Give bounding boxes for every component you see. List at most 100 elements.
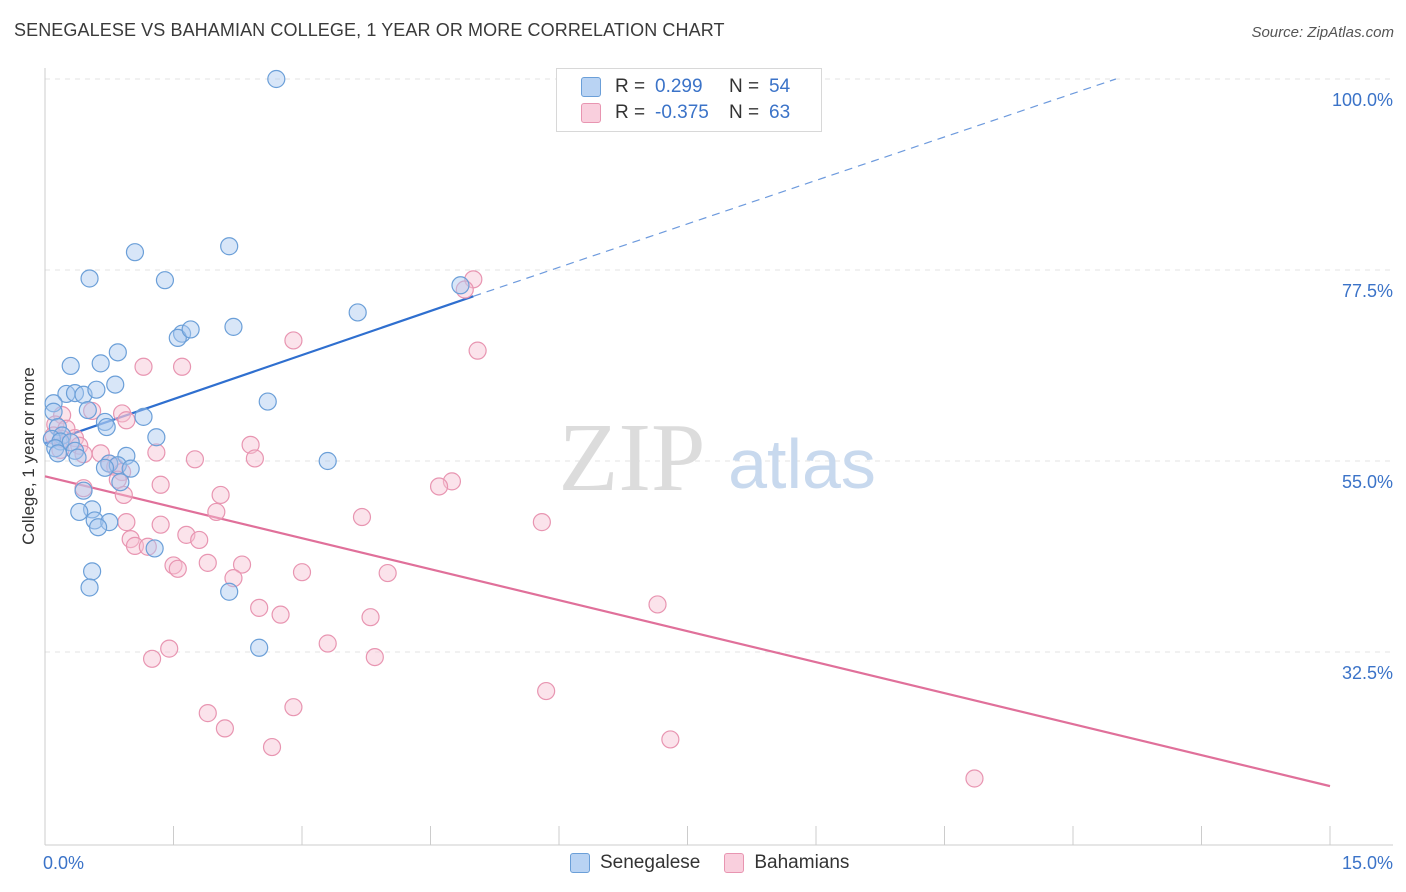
legend-row-senegalese: R = 0.299 N = 54 [581, 74, 790, 100]
bahamian-point [160, 639, 179, 658]
bahamian-swatch [581, 103, 601, 123]
senegalese-point [100, 513, 119, 532]
bahamian-point [198, 704, 217, 723]
senegalese-point [68, 448, 87, 467]
bahamian-swatch [724, 853, 745, 873]
y-tick-label: 77.5% [1342, 281, 1393, 301]
senegalese-point [70, 502, 89, 522]
bahamian-point [378, 563, 397, 583]
bahamian-point [134, 357, 153, 376]
legend-row-bahamians: R = -0.375 N = 63 [581, 100, 790, 126]
bottom-legend: Senegalese Bahamians [570, 852, 873, 874]
senegalese-point [145, 539, 164, 558]
watermark-zip: ZIP [559, 404, 706, 512]
bahamian-point [125, 536, 145, 555]
bahamian-point [168, 559, 187, 578]
bottom-legend-bahamians: Bahamians [724, 852, 849, 874]
bahamian-point [318, 634, 337, 653]
senegalese-point [121, 459, 140, 478]
bahamian-point [198, 553, 217, 572]
senegalese-point [74, 481, 93, 500]
legend-n-label: N = [729, 102, 760, 123]
senegalese-point [155, 271, 175, 290]
bottom-legend-label: Senegalese [600, 852, 701, 873]
bahamian-point [211, 485, 230, 505]
senegalese-point [91, 354, 110, 373]
y-tick-label: 100.0% [1332, 90, 1393, 110]
senegalese-point [83, 562, 102, 581]
senegalese-point [220, 237, 239, 256]
bahamian-point [532, 513, 551, 532]
bahamian-trend-line [44, 475, 1331, 788]
bahamian-point [292, 563, 312, 582]
senegalese-point [80, 578, 99, 597]
senegalese-point [318, 451, 337, 471]
senegalese-point [451, 276, 470, 295]
bahamian-point [661, 730, 680, 749]
senegalese-point [111, 473, 130, 492]
bahamian-point [142, 649, 162, 668]
bahamian-point [117, 411, 136, 430]
chart-title: SENEGALESE VS BAHAMIAN COLLEGE, 1 YEAR O… [14, 20, 725, 40]
bahamian-point [361, 608, 380, 627]
senegalese-swatch [581, 77, 601, 97]
senegalese-point [61, 356, 80, 376]
senegalese-point [106, 375, 125, 394]
bahamian-point [648, 595, 667, 614]
senegalese-point [61, 433, 80, 452]
senegalese-point [80, 269, 99, 288]
legend-r-label: R = [615, 102, 646, 123]
bahamian-point [250, 598, 269, 617]
legend-r-value: 0.299 [655, 76, 703, 97]
bahamian-point [117, 513, 136, 532]
bahamian-point [965, 769, 984, 788]
watermark-atlas: atlas [728, 425, 876, 503]
senegalese-point [97, 417, 116, 437]
bottom-legend-label: Bahamians [754, 852, 850, 873]
axes [44, 68, 1393, 846]
senegalese-trend-line [44, 295, 474, 445]
senegalese-point [220, 582, 239, 601]
bahamian-point [245, 449, 264, 468]
senegalese-point [78, 400, 97, 420]
bahamian-point [151, 475, 170, 494]
bahamian-point [537, 681, 556, 701]
senegalese-point [147, 428, 166, 447]
bahamian-point [190, 530, 209, 550]
senegalese-point [250, 638, 269, 657]
bahamian-point [185, 450, 205, 469]
senegalese-point [48, 417, 67, 437]
bahamian-point [468, 341, 487, 360]
bahamian-point [151, 515, 170, 534]
senegalese-swatch [570, 853, 590, 873]
senegalese-point [258, 392, 277, 411]
bahamian-point [365, 647, 384, 667]
bahamian-point [147, 443, 166, 462]
y-tick-labels: 32.5% 55.0% 77.5% 100.0% [1332, 90, 1393, 683]
senegalese-point [89, 518, 108, 537]
senegalese-point [224, 317, 243, 336]
bottom-legend-senegalese: Senegalese [570, 852, 700, 874]
legend: R = 0.299 N = 54 R = -0.375 N = 63 [556, 68, 822, 132]
senegalese-point [125, 243, 145, 262]
senegalese-point [95, 458, 115, 477]
x-tick-labels: 0.0% 15.0% [43, 853, 1393, 873]
x-tick-label: 0.0% [43, 853, 84, 873]
bahamian-point [284, 698, 303, 717]
bahamian-point [271, 605, 290, 624]
bahamian-point [284, 331, 303, 350]
bahamian-point [241, 435, 260, 454]
source-credit: Source: ZipAtlas.com [1251, 24, 1394, 41]
bahamian-point [262, 737, 282, 757]
bahamian-point [207, 502, 226, 522]
bahamian-point [352, 507, 372, 527]
senegalese-trend-extension [473, 78, 1117, 297]
senegalese-point [48, 444, 67, 463]
bahamian-point [172, 357, 192, 376]
y-axis-label: College, 1 year or more [19, 367, 38, 545]
grid-lines [45, 78, 1393, 653]
senegalese-point [108, 343, 127, 362]
senegalese-points [42, 69, 470, 657]
x-tick-label: 15.0% [1342, 853, 1393, 873]
